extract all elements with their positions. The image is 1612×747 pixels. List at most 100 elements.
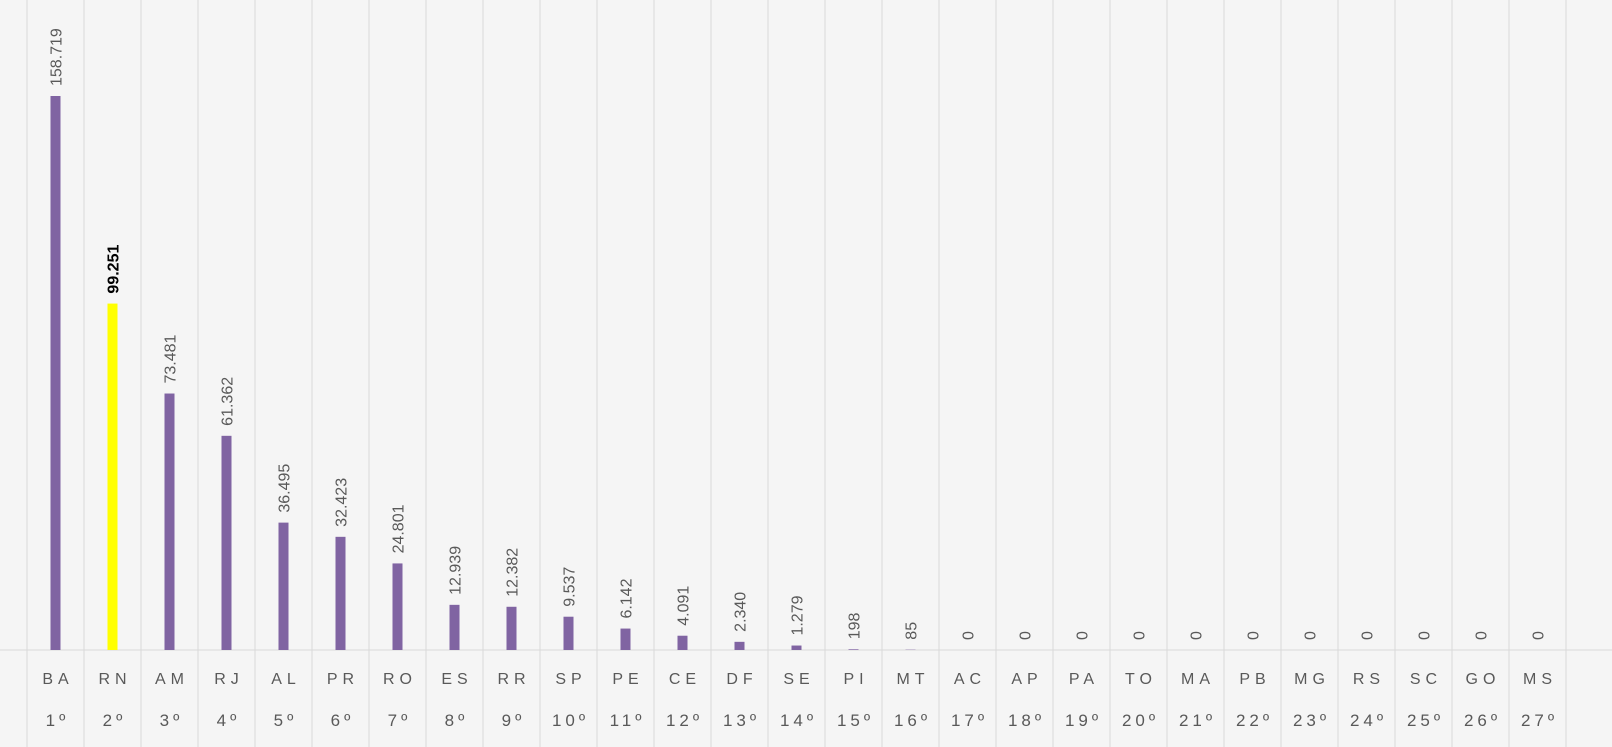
data-label-rj: 61.362 [220, 377, 237, 426]
bar-sp [563, 616, 574, 650]
x-tick-label: AC [954, 671, 986, 688]
data-label-to: 0 [1132, 631, 1149, 640]
bar-rj [221, 435, 232, 650]
bar-rn [107, 303, 118, 650]
rank-label: 5º [274, 711, 298, 730]
bar-pr [335, 536, 346, 650]
bar-ce [677, 635, 688, 650]
rank-label: 8º [445, 711, 469, 730]
x-tick-label: AM [155, 671, 189, 688]
rank-label: 11º [610, 711, 646, 730]
data-label-pb: 0 [1246, 631, 1263, 640]
bar-se [791, 645, 802, 650]
x-tick-label: AL [271, 671, 301, 688]
x-tick-label: RS [1353, 671, 1385, 688]
bar-ba [50, 96, 61, 650]
x-axis-tick-labels: BA RN AM RJ AL PR RO ES RR SP PE CE DF SE PI MT AC AP PA TO… [42, 671, 1557, 688]
x-tick-label: CE [669, 671, 701, 688]
x-tick-label: MT [896, 671, 929, 688]
data-label-pa: 0 [1075, 631, 1092, 640]
bar-al [278, 522, 289, 650]
x-tick-label: RN [98, 671, 131, 688]
data-label-sp: 9.537 [562, 567, 579, 607]
data-label-df: 2.340 [733, 592, 750, 632]
rank-label: 17º [951, 711, 988, 730]
rank-label: 12º [666, 711, 703, 730]
data-label-ap: 0 [1018, 631, 1035, 640]
data-label-rs: 0 [1360, 631, 1377, 640]
bar-series [50, 96, 916, 650]
data-label-es: 12.939 [448, 546, 465, 595]
x-tick-label: DF [726, 671, 757, 688]
data-label-pi: 198 [847, 613, 864, 640]
x-tick-label: MG [1294, 671, 1330, 688]
rank-label: 20º [1122, 711, 1159, 730]
rank-label: 3º [160, 711, 184, 730]
rank-label: 7º [388, 711, 412, 730]
category-gridlines [26, 0, 1567, 747]
data-label-ba: 158.719 [49, 28, 66, 86]
x-tick-label: ES [441, 671, 472, 688]
bar-rr [506, 606, 517, 650]
rank-label: 24º [1350, 711, 1387, 730]
x-tick-label: GO [1466, 671, 1501, 688]
data-label-go: 0 [1474, 631, 1491, 640]
data-label-mg: 0 [1303, 631, 1320, 640]
x-tick-label: PA [1069, 671, 1099, 688]
data-label-pr: 32.423 [334, 478, 351, 527]
rank-label: 18º [1008, 711, 1045, 730]
data-label-al: 36.495 [277, 464, 294, 513]
rank-label: 9º [502, 711, 526, 730]
data-label-rn: 99.251 [106, 245, 123, 294]
x-tick-label: MA [1181, 671, 1215, 688]
data-label-pe: 6.142 [619, 578, 636, 618]
rank-label: 23º [1293, 711, 1330, 730]
x-tick-label: SC [1410, 671, 1442, 688]
rank-label: 14º [780, 711, 817, 730]
bar-es [449, 604, 460, 650]
rank-label: 22º [1236, 711, 1273, 730]
data-label-rr: 12.382 [505, 548, 522, 597]
x-tick-label: PR [327, 671, 359, 688]
x-tick-label: RO [383, 671, 417, 688]
data-label-ms: 0 [1531, 631, 1548, 640]
x-tick-label: PB [1239, 671, 1270, 688]
x-tick-label: PE [612, 671, 643, 688]
rank-label: 19º [1065, 711, 1102, 730]
data-label-ro: 24.801 [391, 504, 408, 553]
x-tick-label: RR [497, 671, 530, 688]
data-label-am: 73.481 [163, 334, 180, 383]
rank-label: 25º [1407, 711, 1444, 730]
rank-label: 1º [46, 711, 70, 730]
x-tick-label: AP [1011, 671, 1042, 688]
data-labels: 158.719 99.251 73.481 61.362 36.495 32.423 24.… [49, 28, 1548, 640]
data-label-sc: 0 [1417, 631, 1434, 640]
rank-label: 10º [552, 711, 589, 730]
rank-label: 6º [331, 711, 355, 730]
rank-label: 26º [1464, 711, 1501, 730]
data-label-ma: 0 [1189, 631, 1206, 640]
bar-am [164, 393, 175, 650]
x-tick-label: PI [843, 671, 868, 688]
x-tick-label: TO [1125, 671, 1157, 688]
data-label-ac: 0 [961, 631, 978, 640]
data-label-ce: 4.091 [676, 586, 693, 626]
bar-pe [620, 628, 631, 650]
rank-label: 2º [103, 711, 127, 730]
x-tick-label: RJ [214, 671, 244, 688]
rank-label: 4º [217, 711, 241, 730]
rank-label: 13º [723, 711, 760, 730]
rank-label: 21º [1179, 711, 1216, 730]
x-tick-label: BA [42, 671, 73, 688]
rank-label: 27º [1521, 711, 1558, 730]
data-label-se: 1.279 [790, 595, 807, 635]
bar-ro [392, 563, 403, 650]
bar-df [734, 641, 745, 650]
data-label-mt: 85 [904, 622, 921, 640]
rank-label: 15º [837, 711, 874, 730]
rank-label: 16º [894, 711, 931, 730]
x-tick-label: SE [783, 671, 814, 688]
x-tick-label: MS [1523, 671, 1557, 688]
bar-pi [848, 649, 859, 650]
